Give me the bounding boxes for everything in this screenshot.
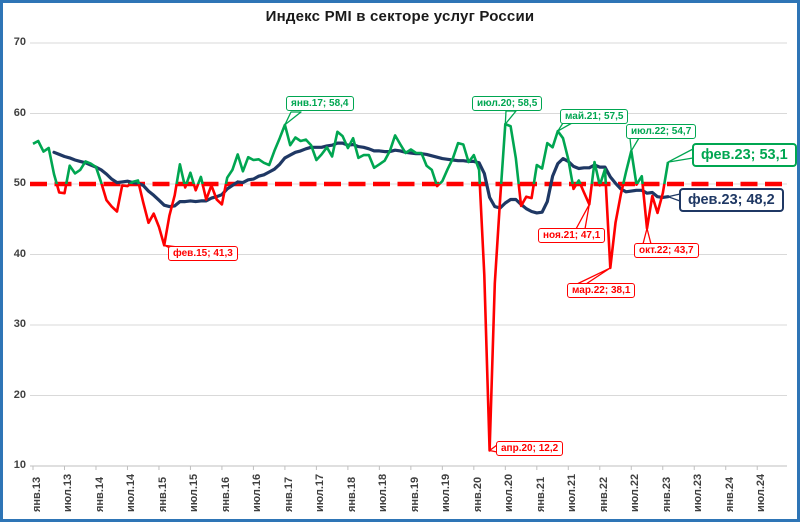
x-axis-tick-label: июл.16	[251, 473, 264, 512]
callout-tail-may21	[557, 122, 573, 132]
x-axis-tick-label: янв.22	[597, 476, 610, 512]
callout-tail-jul22	[629, 137, 640, 152]
callout-feb23pmi: фев.23; 53,1	[692, 143, 797, 167]
x-axis-tick-label: июл.18	[377, 473, 390, 512]
callout-tail-nov21	[575, 203, 590, 230]
callout-tail-jul20	[504, 110, 517, 125]
pmi-line-above-50	[32, 122, 670, 184]
x-axis-tick-label: янв.14	[93, 476, 106, 512]
x-axis-tick-label: июл.17	[314, 473, 327, 512]
callout-feb15: фев.15; 41,3	[168, 246, 238, 261]
x-axis-tick-label: янв.24	[723, 476, 736, 512]
y-axis-tick-label: 10	[13, 459, 26, 471]
y-axis-tick-label: 30	[13, 318, 26, 330]
callout-apr20: апр.20; 12,2	[496, 441, 564, 456]
callout-tail-feb23pmi	[667, 148, 694, 163]
x-axis-tick-label: янв.20	[471, 476, 484, 512]
x-axis-tick-label: янв.19	[408, 476, 421, 512]
x-axis-tick-label: янв.13	[31, 476, 43, 512]
moving-average-line	[52, 141, 670, 215]
callout-tail-oct22	[642, 227, 652, 245]
x-axis-tick-label: янв.15	[156, 476, 169, 512]
x-axis-tick-label: июл.19	[440, 473, 453, 512]
x-axis-tick-label: июл.23	[692, 473, 705, 512]
x-axis-tick-label: июл.14	[125, 473, 138, 512]
x-axis-tick-label: янв.21	[534, 476, 547, 512]
y-axis-tick-label: 40	[13, 247, 26, 260]
x-axis-tick-label: янв.23	[660, 476, 673, 512]
callout-oct22: окт.22; 43,7	[634, 243, 699, 258]
x-axis-tick-label: июл.24	[755, 473, 768, 512]
y-axis-tick-label: 20	[13, 388, 26, 401]
pmi-line-below-50	[55, 184, 666, 452]
callout-jul22: июл.22; 54,7	[626, 124, 697, 139]
y-axis-tick-label: 60	[13, 106, 26, 119]
x-axis-tick-label: июл.22	[629, 473, 642, 512]
x-axis-tick-label: июл.13	[62, 473, 75, 512]
x-axis-tick-label: янв.16	[219, 476, 232, 512]
x-axis-tick-label: июл.15	[188, 473, 201, 512]
callout-tail-mar22	[576, 267, 611, 285]
callout-jan17: янв.17; 58,4	[286, 96, 354, 111]
x-axis-tick-label: июл.21	[566, 473, 579, 512]
y-axis-tick-label: 70	[13, 36, 26, 48]
x-axis-tick-label: янв.18	[345, 476, 358, 512]
x-axis-tick-label: июл.20	[503, 473, 516, 512]
x-axis-tick-label: янв.17	[282, 476, 295, 512]
callout-jul20: июл.20; 58,5	[472, 96, 543, 111]
callout-tail-jan17	[284, 111, 302, 126]
callout-feb23ma: фев.23; 48,2	[679, 188, 784, 212]
callout-mar22: мар.22; 38,1	[567, 283, 636, 298]
callout-nov21: ноя.21; 47,1	[538, 228, 606, 243]
callout-may21: май.21; 57,5	[560, 109, 629, 124]
chart-title: Индекс PMI в секторе услуг России	[265, 8, 535, 25]
y-axis-tick-label: 50	[13, 177, 26, 189]
